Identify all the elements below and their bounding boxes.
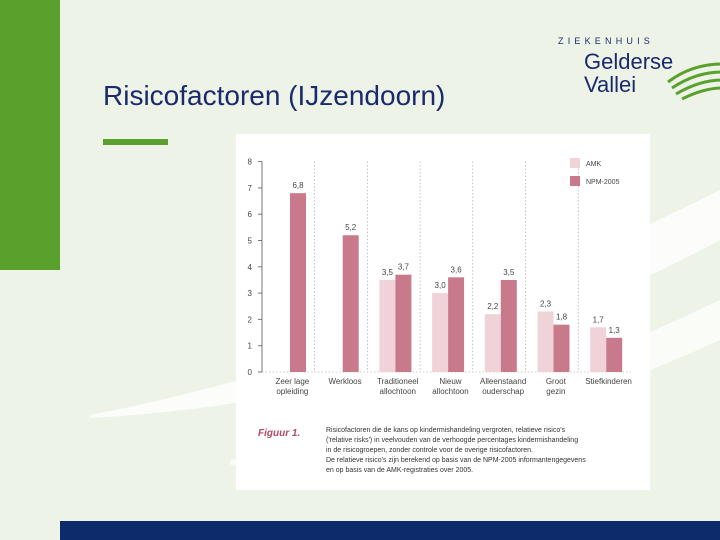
green-side-bar: [0, 0, 60, 270]
data-label: 1,8: [556, 313, 568, 322]
hospital-logo: ZIEKENHUIS Gelderse Vallei: [556, 36, 720, 106]
x-tick-label: gezin: [546, 387, 565, 396]
x-tick-label: Traditioneel: [377, 377, 419, 386]
bar-amk: [432, 293, 449, 372]
y-tick-label: 7: [248, 184, 253, 193]
x-tick-label: Alleenstaand: [480, 377, 526, 386]
data-label: 2,2: [487, 302, 499, 311]
caption-line: in de risicogroepen, zonder controle voo…: [326, 447, 533, 454]
data-label: 3,5: [382, 268, 394, 277]
x-tick-label: opleiding: [276, 387, 308, 396]
chart-figure: 0 1 2 3 4 5 6 7 8 6,8 Zeer lage opleiding 5,2 Werkloo…: [236, 134, 650, 490]
title-underline: [103, 139, 168, 145]
slide-title: Risicofactoren (IJzendoorn): [103, 80, 446, 111]
data-label: 1,3: [609, 326, 621, 335]
legend-label: AMK: [586, 161, 602, 168]
data-label: 1,7: [593, 315, 605, 324]
x-tick-label: allochtoon: [432, 387, 468, 396]
logo-line-1: Gelderse: [584, 49, 674, 74]
bar-npm-2005: [395, 274, 412, 372]
footer-bar: [60, 521, 720, 540]
caption-line: Risicofactoren die de kans op kindermish…: [326, 427, 566, 434]
bar-npm-2005: [500, 279, 517, 372]
data-label: 3,5: [503, 268, 515, 277]
logo-line-2: Vallei: [584, 72, 637, 97]
x-tick-label: Nieuw: [439, 377, 461, 386]
logo-swoosh-icon: [667, 62, 720, 100]
x-tick-label: Stiefkinderen: [585, 377, 632, 386]
y-tick-label: 3: [248, 289, 253, 298]
y-tick-label: 1: [248, 342, 253, 351]
y-tick-label: 0: [248, 368, 253, 377]
y-tick-label: 8: [248, 158, 253, 167]
data-label: 2,3: [540, 300, 552, 309]
bar-npm-2005: [290, 193, 306, 372]
legend-label: NPM-2005: [586, 179, 620, 186]
caption-line: ('relative risks') in veelvouden van de …: [326, 437, 578, 444]
x-tick-label: Werkloos: [328, 377, 361, 386]
data-label: 3,6: [451, 265, 463, 274]
legend-swatch-amk: [570, 158, 580, 168]
caption-line: De relatieve risico's zijn berekend op b…: [326, 457, 586, 464]
bar-npm-2005: [448, 277, 465, 372]
bar-npm-2005: [342, 235, 359, 372]
x-tick-label: Zeer lage: [275, 377, 309, 386]
bar-amk: [379, 279, 396, 372]
caption-line: en op basis van de AMK-registraties over…: [326, 467, 473, 474]
data-label: 3,0: [435, 281, 447, 290]
data-label: 5,2: [345, 223, 357, 232]
bar-npm-2005: [606, 337, 623, 372]
y-tick-label: 6: [248, 210, 253, 219]
x-tick-label: ouderschap: [482, 387, 524, 396]
data-label: 6,8: [292, 181, 304, 190]
y-tick-label: 5: [248, 237, 253, 246]
x-tick-label: allochtoon: [380, 387, 416, 396]
logo-top-text: ZIEKENHUIS: [558, 36, 655, 46]
bar-amk: [590, 327, 607, 372]
y-tick-label: 4: [248, 263, 253, 272]
data-label: 3,7: [398, 263, 410, 272]
bar-npm-2005: [553, 324, 570, 372]
caption-label: Figuur 1.: [258, 428, 300, 439]
x-tick-label: Groot: [546, 377, 567, 386]
bar-amk: [484, 314, 501, 372]
legend-swatch-npm-2005: [570, 176, 580, 186]
y-tick-label: 2: [248, 315, 253, 324]
bar-amk: [537, 311, 554, 372]
